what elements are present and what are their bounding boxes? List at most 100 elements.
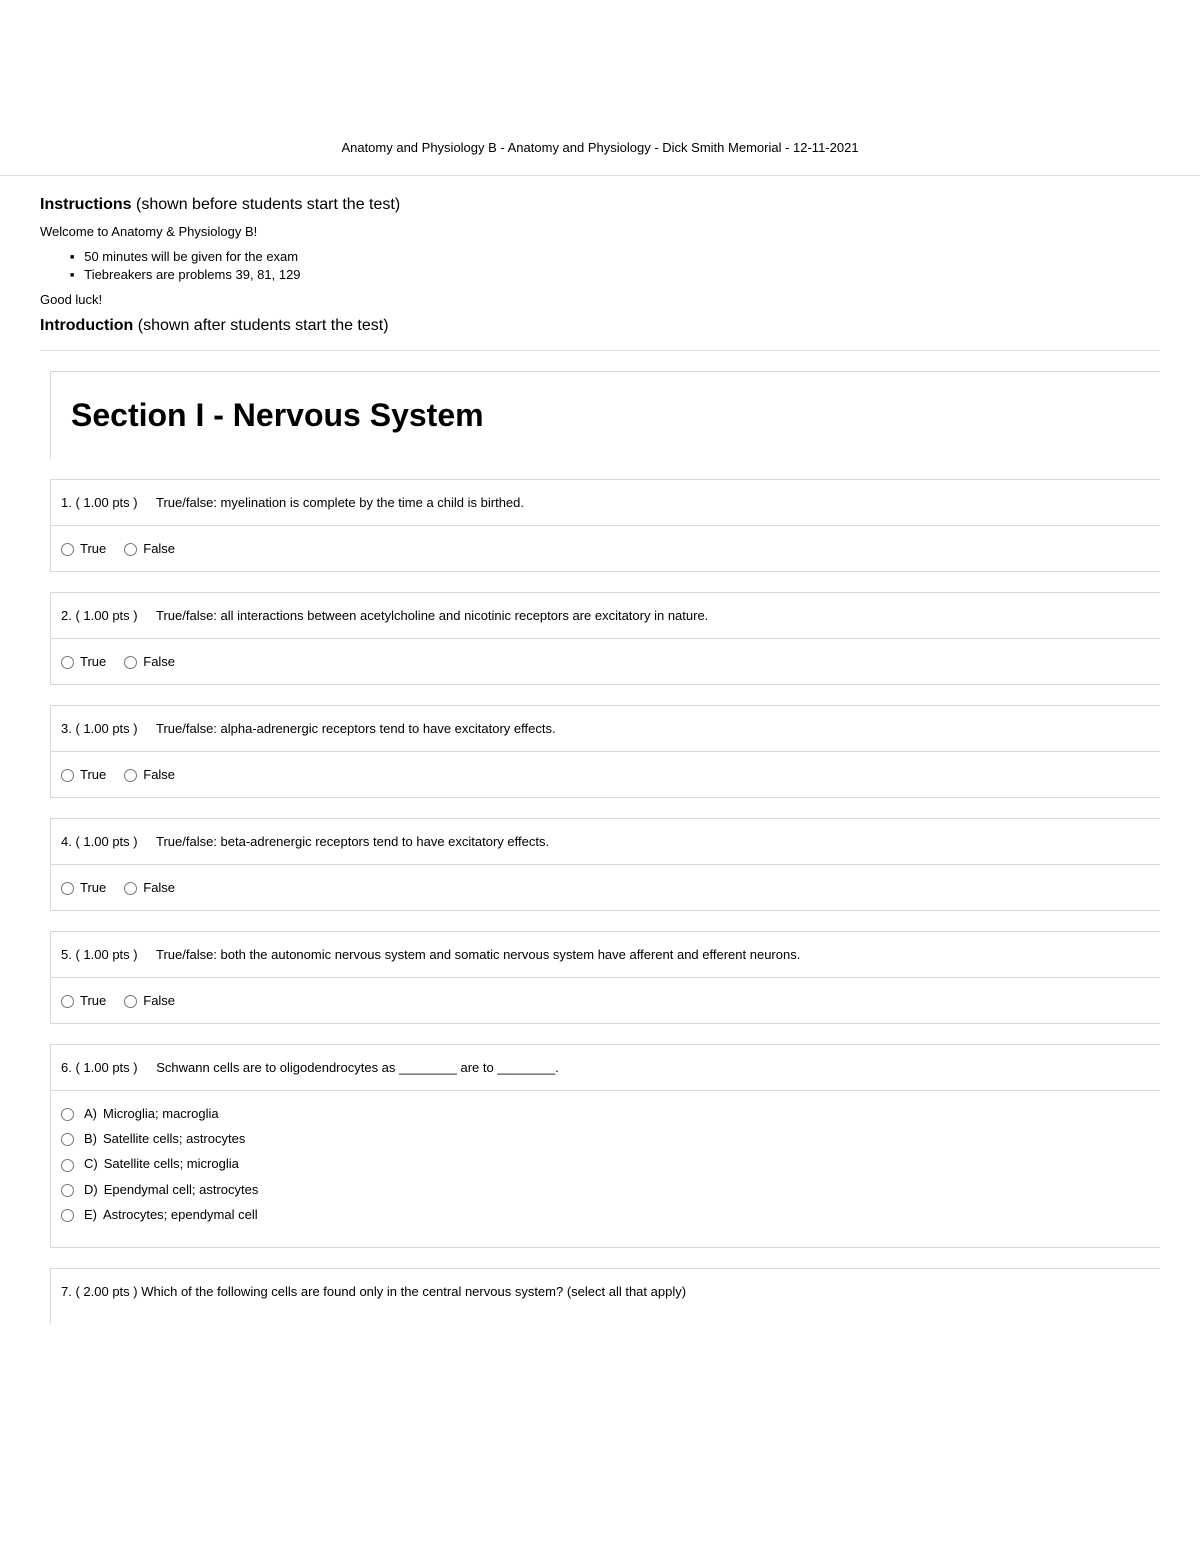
question-body: True False — [51, 978, 1160, 1023]
question-block: 1. ( 1.00 pts ) True/false: myelination … — [50, 479, 1160, 572]
question-header: 4. ( 1.00 pts ) True/false: beta-adrener… — [51, 819, 1160, 865]
mc-option[interactable]: E) Astrocytes; ependymal cell — [61, 1207, 1150, 1222]
welcome-text: Welcome to Anatomy & Physiology B! — [40, 224, 1160, 239]
question-number: 1. — [61, 495, 75, 510]
mc-letter: A) — [84, 1106, 97, 1121]
question-number: 6. — [61, 1060, 75, 1075]
false-radio[interactable] — [124, 882, 137, 895]
question-points: ( 1.00 pts ) — [75, 1060, 137, 1075]
false-option[interactable]: False — [124, 541, 175, 556]
true-option[interactable]: True — [61, 880, 106, 895]
question-text: True/false: alpha-adrenergic receptors t… — [153, 721, 556, 736]
question-header: 6. ( 1.00 pts ) Schwann cells are to oli… — [51, 1045, 1160, 1091]
false-radio[interactable] — [124, 995, 137, 1008]
question-number: 4. — [61, 834, 75, 849]
question-points: ( 1.00 pts ) — [75, 834, 137, 849]
mc-option[interactable]: A) Microglia; macroglia — [61, 1106, 1150, 1121]
mc-option-text: Ependymal cell; astrocytes — [104, 1182, 259, 1197]
question-points: ( 1.00 pts ) — [75, 947, 137, 962]
page-header: Anatomy and Physiology B - Anatomy and P… — [0, 0, 1200, 176]
false-label: False — [143, 541, 175, 556]
mc-option-text: Satellite cells; astrocytes — [103, 1131, 245, 1146]
true-radio[interactable] — [61, 995, 74, 1008]
instructions-list: 50 minutes will be given for the exam Ti… — [40, 249, 1160, 282]
mc-letter: B) — [84, 1131, 97, 1146]
question-body: True False — [51, 752, 1160, 797]
mc-radio[interactable] — [61, 1209, 74, 1222]
true-option[interactable]: True — [61, 767, 106, 782]
true-radio[interactable] — [61, 656, 74, 669]
question-text: True/false: all interactions between ace… — [153, 608, 709, 623]
true-label: True — [80, 993, 106, 1008]
question-block: 6. ( 1.00 pts ) Schwann cells are to oli… — [50, 1044, 1160, 1247]
false-radio[interactable] — [124, 543, 137, 556]
question-text: True/false: both the autonomic nervous s… — [153, 947, 801, 962]
instructions-heading: Instructions (shown before students star… — [40, 196, 1160, 214]
introduction-sublabel: (shown after students start the test) — [138, 317, 389, 334]
mc-letter: D) — [84, 1182, 98, 1197]
question-block: 2. ( 1.00 pts ) True/false: all interact… — [50, 592, 1160, 685]
question-body: True False — [51, 865, 1160, 910]
question-points: ( 1.00 pts ) — [75, 495, 137, 510]
false-label: False — [143, 654, 175, 669]
question-number: 2. — [61, 608, 75, 623]
content-area: Instructions (shown before students star… — [0, 176, 1200, 1324]
question-header: 5. ( 1.00 pts ) True/false: both the aut… — [51, 932, 1160, 978]
mc-option[interactable]: B) Satellite cells; astrocytes — [61, 1131, 1150, 1146]
question-header: 3. ( 1.00 pts ) True/false: alpha-adrene… — [51, 706, 1160, 752]
mc-radio[interactable] — [61, 1159, 74, 1172]
question-text: Schwann cells are to oligodendrocytes as… — [153, 1060, 559, 1075]
question-block: 5. ( 1.00 pts ) True/false: both the aut… — [50, 931, 1160, 1024]
question-body: True False — [51, 639, 1160, 684]
false-option[interactable]: False — [124, 993, 175, 1008]
question-number: 3. — [61, 721, 75, 736]
mc-letter: E) — [84, 1207, 97, 1222]
mc-option-text: Satellite cells; microglia — [104, 1156, 239, 1171]
true-option[interactable]: True — [61, 654, 106, 669]
introduction-label: Introduction — [40, 317, 133, 334]
true-label: True — [80, 880, 106, 895]
false-option[interactable]: False — [124, 880, 175, 895]
question-points: ( 2.00 pts ) — [75, 1284, 137, 1299]
question-text: True/false: beta-adrenergic receptors te… — [153, 834, 549, 849]
true-radio[interactable] — [61, 882, 74, 895]
false-radio[interactable] — [124, 769, 137, 782]
mc-option[interactable]: C) Satellite cells; microglia — [61, 1156, 1150, 1171]
mc-letter: C) — [84, 1156, 98, 1171]
true-radio[interactable] — [61, 769, 74, 782]
question-text: True/false: myelination is complete by t… — [153, 495, 524, 510]
question-text: Which of the following cells are found o… — [138, 1284, 686, 1299]
goodluck-text: Good luck! — [40, 292, 1160, 307]
true-option[interactable]: True — [61, 541, 106, 556]
true-radio[interactable] — [61, 543, 74, 556]
false-label: False — [143, 767, 175, 782]
section-block: Section I - Nervous System — [50, 371, 1160, 459]
list-item: 50 minutes will be given for the exam — [70, 249, 1160, 264]
mc-option-text: Microglia; macroglia — [103, 1106, 219, 1121]
true-option[interactable]: True — [61, 993, 106, 1008]
divider — [40, 350, 1160, 351]
mc-radio[interactable] — [61, 1184, 74, 1197]
true-label: True — [80, 654, 106, 669]
mc-radio[interactable] — [61, 1133, 74, 1146]
question-block: 4. ( 1.00 pts ) True/false: beta-adrener… — [50, 818, 1160, 911]
mc-option[interactable]: D) Ependymal cell; astrocytes — [61, 1182, 1150, 1197]
question-body: A) Microglia; macroglia B) Satellite cells;… — [51, 1091, 1160, 1246]
mc-radio[interactable] — [61, 1108, 74, 1121]
question-points: ( 1.00 pts ) — [75, 608, 137, 623]
false-radio[interactable] — [124, 656, 137, 669]
question-number: 7. — [61, 1284, 75, 1299]
header-title: Anatomy and Physiology B - Anatomy and P… — [341, 140, 858, 155]
introduction-heading: Introduction (shown after students start… — [40, 317, 1160, 335]
question-header: 7. ( 2.00 pts ) Which of the following c… — [51, 1269, 1160, 1324]
instructions-label: Instructions — [40, 196, 132, 213]
false-label: False — [143, 993, 175, 1008]
true-label: True — [80, 767, 106, 782]
question-header: 1. ( 1.00 pts ) True/false: myelination … — [51, 480, 1160, 526]
list-item: Tiebreakers are problems 39, 81, 129 — [70, 267, 1160, 282]
instructions-sublabel: (shown before students start the test) — [136, 196, 400, 213]
false-option[interactable]: False — [124, 767, 175, 782]
false-option[interactable]: False — [124, 654, 175, 669]
mc-option-text: Astrocytes; ependymal cell — [103, 1207, 258, 1222]
false-label: False — [143, 880, 175, 895]
